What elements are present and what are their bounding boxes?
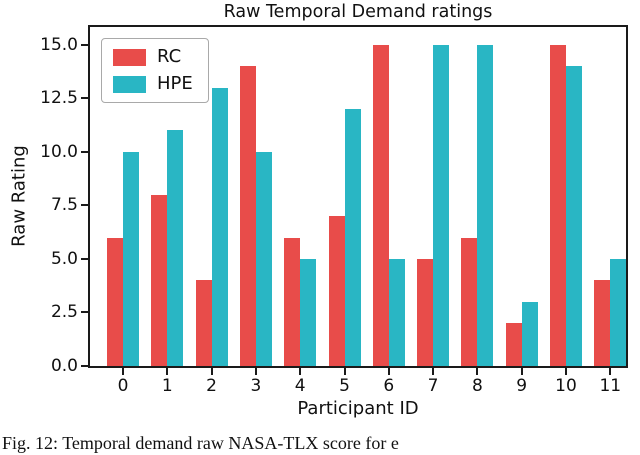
x-tick-label: 10: [555, 376, 577, 396]
x-tick-label: 1: [161, 376, 173, 396]
legend-label-rc: RC: [157, 46, 182, 67]
chart-title: Raw Temporal Demand ratings: [223, 2, 493, 22]
bar-rc-11: [594, 280, 611, 366]
x-tick-mark: [476, 368, 479, 375]
x-tick-mark: [432, 368, 435, 375]
x-tick-mark: [122, 368, 124, 375]
y-tick-mark: [81, 311, 88, 314]
bar-hpe-8: [477, 44, 494, 366]
bar-hpe-7: [433, 44, 450, 366]
x-tick-mark: [166, 368, 169, 375]
legend-label-hpe: HPE: [157, 73, 193, 94]
bar-hpe-10: [566, 66, 582, 366]
legend-swatch-hpe: [113, 75, 146, 93]
x-tick-label: 0: [117, 376, 129, 396]
y-tick-label: 15.0: [40, 34, 78, 55]
bar-rc-10: [550, 44, 566, 366]
y-tick-mark: [81, 150, 88, 153]
legend-swatch-rc: [113, 48, 146, 66]
x-tick-label: 7: [427, 376, 439, 396]
bar-rc-1: [151, 194, 168, 366]
bar-hpe-4: [300, 258, 317, 366]
bar-rc-2: [195, 280, 212, 366]
x-tick-mark: [609, 368, 612, 375]
figure-caption: Fig. 12: Temporal demand raw NASA-TLX sc…: [2, 433, 399, 453]
y-tick-label: 0.0: [50, 356, 78, 376]
bar-hpe-2: [211, 87, 228, 366]
x-tick-mark: [254, 368, 257, 375]
bar-hpe-0: [123, 151, 139, 366]
y-tick-label: 12.5: [40, 88, 78, 109]
bar-rc-5: [328, 216, 345, 366]
y-tick-mark: [81, 365, 88, 367]
x-tick-mark: [343, 368, 346, 375]
bar-rc-0: [107, 237, 123, 366]
x-tick-mark: [565, 368, 567, 375]
bar-hpe-11: [610, 258, 627, 366]
y-tick-mark: [81, 204, 88, 207]
bar-rc-9: [505, 323, 522, 366]
x-tick-label: 3: [250, 376, 262, 396]
y-tick-label: 7.5: [50, 195, 78, 216]
bar-hpe-5: [344, 109, 361, 366]
bar-hpe-9: [521, 301, 538, 366]
legend-entry-hpe: HPE: [113, 75, 193, 93]
x-tick-label: 8: [471, 376, 483, 396]
bar-hpe-3: [255, 151, 272, 366]
x-axis-label: Participant ID: [297, 398, 419, 419]
y-tick-mark: [81, 97, 88, 100]
bar-hpe-6: [388, 258, 405, 366]
bar-rc-8: [461, 237, 478, 366]
x-tick-label: 6: [383, 376, 395, 396]
x-tick-mark: [520, 368, 523, 375]
y-tick-mark: [81, 43, 88, 46]
legend: RC HPE: [101, 38, 209, 103]
legend-entry-rc: RC: [113, 48, 193, 66]
y-tick-mark: [81, 257, 88, 260]
x-tick-mark: [210, 368, 213, 375]
x-tick-label: 4: [294, 376, 306, 396]
bar-rc-4: [284, 237, 301, 366]
x-tick-mark: [387, 368, 390, 375]
bar-rc-6: [372, 44, 389, 366]
bar-rc-3: [239, 66, 256, 366]
y-tick-label: 5.0: [50, 248, 78, 269]
bar-hpe-1: [167, 130, 184, 366]
bar-rc-7: [417, 258, 434, 366]
x-tick-label: 2: [206, 376, 218, 396]
x-tick-label: 9: [516, 376, 528, 396]
y-tick-label: 2.5: [50, 302, 78, 323]
x-tick-label: 11: [599, 376, 622, 396]
x-tick-mark: [299, 368, 302, 375]
x-tick-label: 5: [339, 376, 350, 396]
y-tick-label: 10.0: [40, 141, 78, 162]
